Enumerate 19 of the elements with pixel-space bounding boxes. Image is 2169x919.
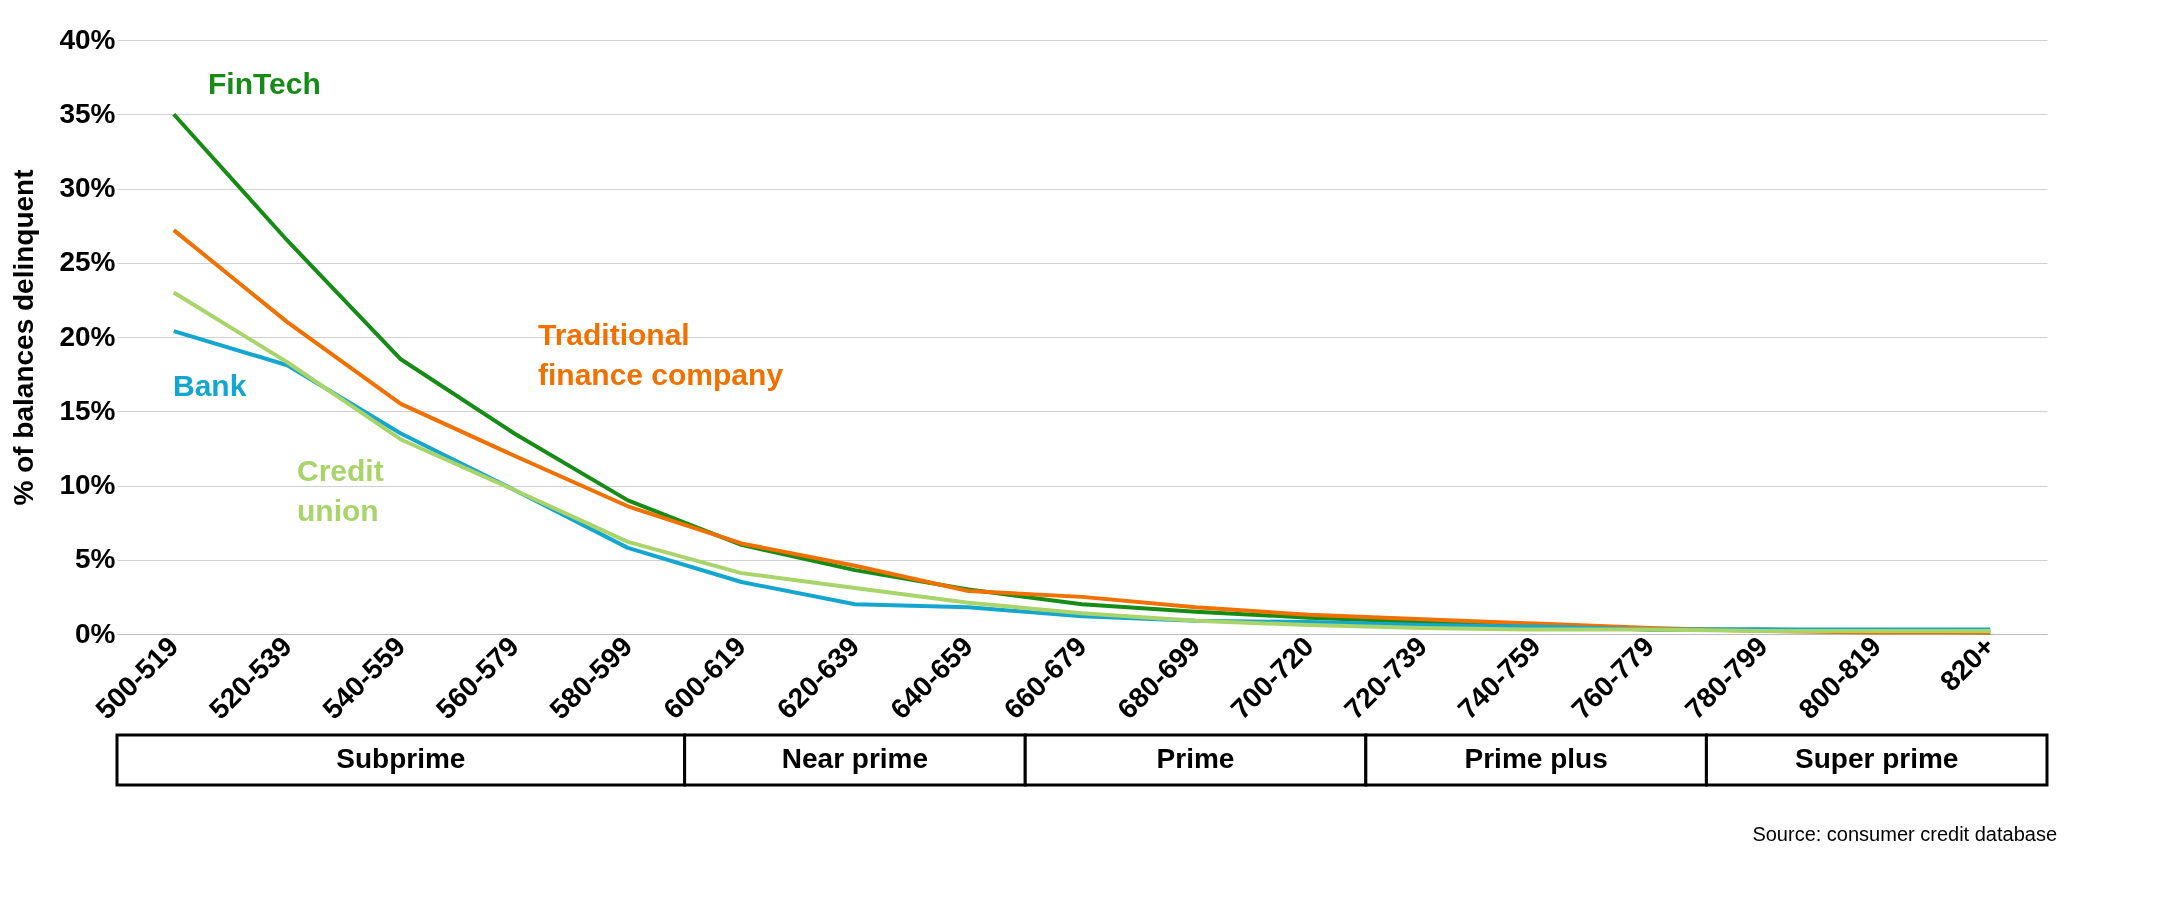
text: Subprime xyxy=(336,743,466,774)
y-tick-label: 35% xyxy=(59,97,116,129)
source-note: Source: consumer credit database xyxy=(1752,823,2057,845)
text: Prime plus xyxy=(1464,743,1608,774)
y-tick-label: 25% xyxy=(59,246,116,278)
y-axis-title: % of balances delinquent xyxy=(8,169,40,506)
text: Prime xyxy=(1156,743,1235,774)
series-label: Bank xyxy=(173,369,247,402)
y-tick-label: 30% xyxy=(59,172,116,203)
text: Traditional finance company xyxy=(538,318,784,391)
series-label: FinTech xyxy=(208,67,321,100)
text: Super prime xyxy=(1795,743,1959,774)
y-tick-label: 10% xyxy=(59,469,116,500)
y-tick-label: 15% xyxy=(59,394,116,426)
text: Near prime xyxy=(781,743,929,774)
y-tick-label: 40% xyxy=(59,23,116,55)
y-tick-label: 20% xyxy=(59,320,116,352)
series-label: Credit union xyxy=(297,454,384,527)
y-tick-label: 5% xyxy=(75,543,116,575)
